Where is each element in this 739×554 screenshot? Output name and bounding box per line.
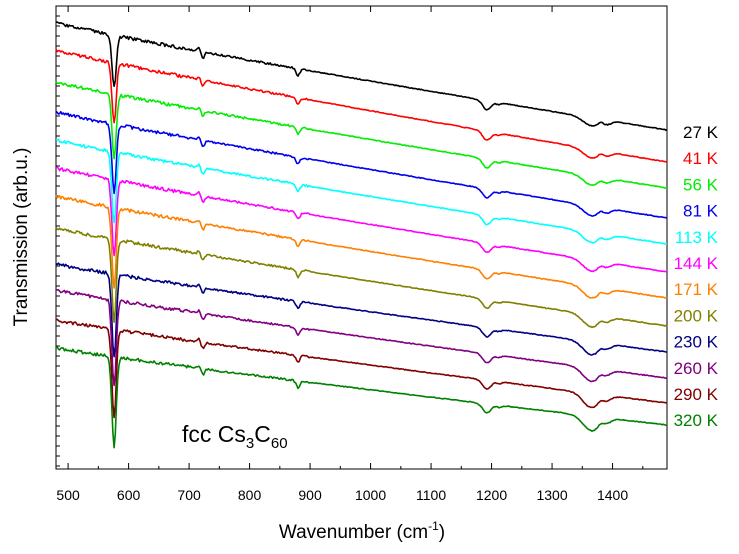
legend-label: 171 K [674, 280, 719, 299]
legend-label: 144 K [674, 254, 719, 273]
annotation-prefix: fcc Cs [182, 421, 246, 447]
series-layer [55, 21, 668, 449]
series-line [55, 138, 668, 245]
annotation-mid: C [254, 421, 271, 447]
x-tick-label: 1200 [476, 487, 507, 503]
x-axis-label-sup: -1 [428, 519, 439, 533]
legend-label: 27 K [683, 123, 719, 142]
annotation-sub1: 3 [246, 435, 254, 452]
legend-label: 260 K [674, 359, 719, 378]
legend-label: 113 K [675, 228, 719, 247]
x-axis-label: Wavenumber (cm-1) [279, 519, 445, 543]
series-line [55, 80, 668, 189]
series-line [55, 345, 668, 449]
series-line [55, 227, 668, 329]
y-minor-ticks [56, 15, 60, 467]
sample-annotation: fcc Cs3C60 [182, 421, 288, 452]
series-line [55, 110, 668, 219]
annotation-sub2: 60 [271, 435, 288, 452]
x-tick-label: 500 [56, 487, 80, 503]
x-tick-label: 700 [177, 487, 201, 503]
series-line [55, 318, 668, 419]
legend-label: 230 K [674, 333, 719, 352]
series-line [55, 48, 668, 164]
x-axis-ticks: 500 600 700 800 900 1000 1100 1200 1300 1400 [56, 6, 644, 503]
series-line [55, 262, 668, 358]
legend-label: 290 K [674, 385, 719, 404]
x-tick-label: 1300 [536, 487, 567, 503]
x-tick-label: 600 [117, 487, 141, 503]
legend: 27 K 41 K 56 K 81 K 113 K 144 K 171 K 200 K 230 … [674, 123, 719, 430]
x-tick-label: 1100 [416, 487, 446, 503]
legend-label: 320 K [674, 411, 719, 430]
x-tick-label: 1400 [597, 487, 628, 503]
series-line [55, 21, 668, 131]
y-axis-label: Transmission (arb.u.) [11, 148, 32, 327]
series-line [55, 166, 668, 273]
legend-label: 200 K [674, 306, 719, 325]
x-tick-label: 900 [298, 487, 322, 503]
legend-label: 56 K [683, 175, 719, 194]
x-axis-label-main: Wavenumber (cm [279, 522, 428, 543]
plot-frame [55, 5, 668, 470]
legend-label: 41 K [683, 149, 719, 168]
legend-label: 81 K [683, 202, 719, 221]
x-tick-label: 800 [238, 487, 262, 503]
x-axis-label-close: ) [439, 522, 445, 543]
series-line [55, 288, 668, 387]
x-tick-label: 1000 [355, 487, 386, 503]
series-line [55, 195, 668, 300]
